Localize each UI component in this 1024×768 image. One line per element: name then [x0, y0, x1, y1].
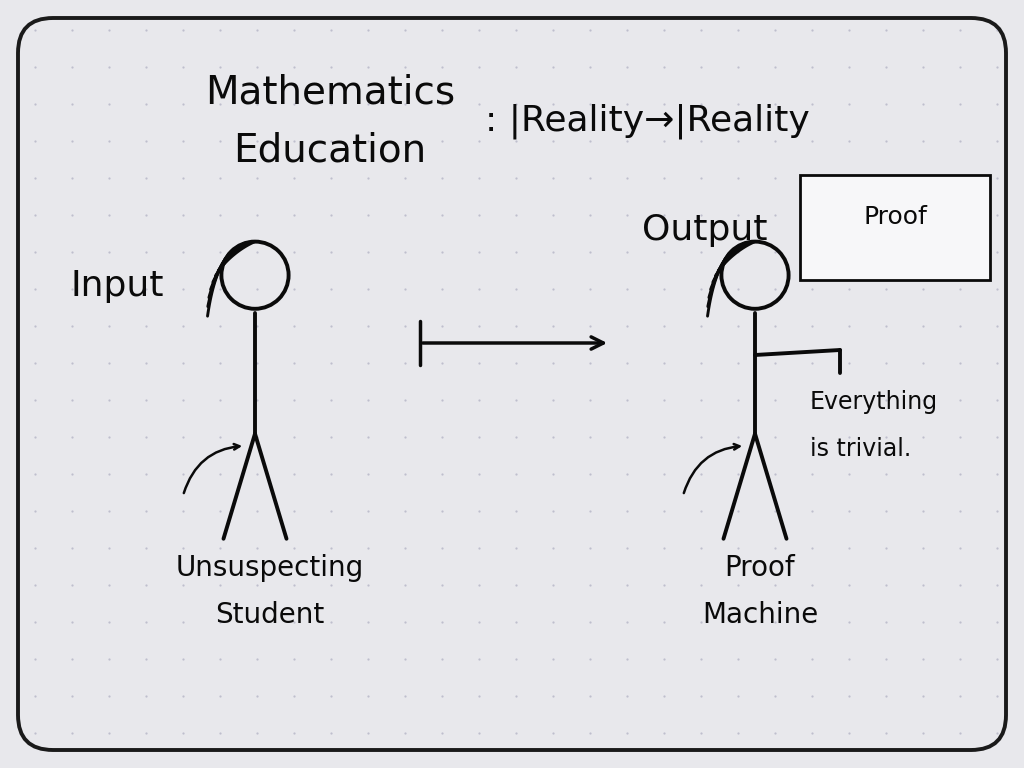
Text: Proof: Proof [863, 205, 927, 229]
Text: Unsuspecting: Unsuspecting [176, 554, 365, 581]
Bar [800, 175, 990, 280]
Text: Proof: Proof [725, 554, 796, 581]
Text: Education: Education [233, 131, 427, 169]
Text: Everything: Everything [810, 390, 938, 414]
Text: Input: Input [70, 269, 164, 303]
Text: : |Reality→|Reality: : |Reality→|Reality [485, 103, 810, 139]
Text: Mathematics: Mathematics [205, 74, 455, 112]
Text: Output: Output [642, 213, 768, 247]
Text: Machine: Machine [701, 601, 818, 629]
Text: is trivial.: is trivial. [810, 437, 911, 461]
Text: Student: Student [215, 601, 325, 629]
